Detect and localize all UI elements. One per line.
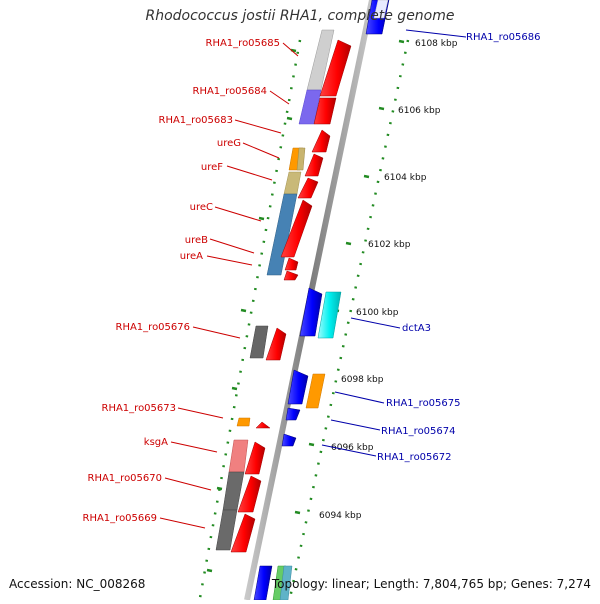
axis-tick-label: 6100 kbp (356, 308, 399, 318)
right-gene-labels: RHA1_ro05686 dctA3 RHA1_ro05675 RHA1_ro0… (377, 32, 541, 463)
gene-label: RHA1_ro05673 (102, 403, 177, 414)
axis-tick-label: 6104 kbp (384, 173, 427, 183)
gene-block-RHA1_ro05669 (215, 509, 238, 551)
gene-label: ureG (217, 138, 241, 149)
gene-block-ureC (266, 193, 298, 276)
axis-tick (345, 241, 352, 246)
gene-arrow (304, 153, 324, 177)
axis-tick-label: 6106 kbp (398, 106, 441, 116)
gene-block-ureF (283, 171, 302, 195)
gene-block-RHA1_ro05676 (249, 325, 269, 359)
axis-tick-left (231, 386, 238, 391)
right-leader-lines (321, 29, 467, 457)
axis-tick-left (258, 216, 265, 221)
gene-label: RHA1_ro05669 (83, 513, 158, 524)
gene-block-ksgA (228, 439, 249, 473)
axis-tick-label: 6094 kbp (319, 511, 362, 521)
gene-arrow (311, 129, 331, 153)
gene-arrow (287, 369, 309, 405)
gene-label: dctA3 (402, 323, 431, 334)
gene-label: RHA1_ro05686 (466, 32, 541, 43)
gene-block-dctA3 (317, 291, 342, 339)
axis-tick (378, 106, 385, 111)
gene-arrow (319, 39, 352, 97)
gene-arrow (230, 513, 256, 553)
axis-tick (294, 510, 301, 515)
gene-arrow (297, 177, 319, 199)
map-title: Rhodococcus jostii RHA1, complete genome (145, 8, 455, 24)
reverse-strand-genes (215, 29, 335, 551)
axis-tick (308, 442, 315, 447)
gene-block-RHA1_ro05686-light (373, 0, 389, 19)
axis-tick (363, 174, 370, 179)
gene-label: ureF (201, 162, 223, 173)
gene-label: ureC (190, 202, 213, 213)
right-strand-genes (272, 0, 390, 601)
gene-label: RHA1_ro05685 (206, 38, 281, 49)
gene-arrow (285, 407, 301, 421)
axis-tick-left (206, 568, 213, 573)
gene-arrow (237, 475, 262, 513)
gene-label: ureB (185, 235, 208, 246)
gene-label: ksgA (144, 437, 168, 448)
gene-arrow (244, 441, 266, 475)
axis-tick-labels: 6108 kbp 6106 kbp 6104 kbp 6102 kbp 6100… (319, 39, 458, 521)
gene-block-RHA1_ro05675-orange (305, 373, 326, 409)
gene-arrow (280, 199, 313, 258)
gene-label: RHA1_ro05684 (193, 86, 268, 97)
axis-tick-label: 6108 kbp (415, 39, 458, 49)
gene-label: RHA1_ro05672 (377, 452, 452, 463)
gene-label: RHA1_ro05674 (381, 426, 456, 437)
axis-tick-label: 6102 kbp (368, 240, 411, 250)
gene-label: RHA1_ro05676 (116, 322, 191, 333)
gene-label: RHA1_ro05670 (88, 473, 163, 484)
gene-arrow (299, 287, 323, 337)
gene-block-ureF-small (296, 147, 306, 171)
gene-arrow (283, 270, 299, 281)
gene-arrow (284, 257, 299, 271)
topology-text: Topology: linear; Length: 7,804,765 bp; … (271, 577, 591, 591)
axis-tick-label: 6098 kbp (341, 375, 384, 385)
axis-tick (398, 39, 405, 44)
gene-label: RHA1_ro05683 (159, 115, 234, 126)
axis-tick-left (216, 486, 223, 491)
gene-label: RHA1_ro05675 (386, 398, 461, 409)
accession-text: Accession: NC_008268 (9, 577, 146, 591)
gene-arrow (253, 565, 273, 601)
axis-tick-left (286, 116, 293, 121)
forward-strand-arrows (230, 39, 352, 553)
gene-arrow (255, 421, 271, 429)
left-gene-labels: RHA1_ro05685 RHA1_ro05684 RHA1_ro05683 u… (83, 38, 281, 524)
gene-arrow (313, 97, 337, 125)
axis-tick-left (240, 308, 247, 313)
gene-arrow (281, 433, 297, 447)
gene-label: ureA (180, 251, 203, 262)
gene-arrow (265, 327, 287, 361)
reverse-strand-arrows (253, 287, 323, 601)
axis-tick-label: 6096 kbp (331, 443, 374, 453)
gene-block-RHA1_ro05673 (236, 417, 251, 427)
left-leader-lines (159, 42, 299, 529)
